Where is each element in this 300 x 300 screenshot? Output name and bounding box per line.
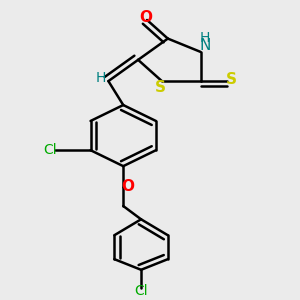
Text: N: N xyxy=(199,38,211,53)
Text: S: S xyxy=(226,72,237,87)
Text: S: S xyxy=(155,80,166,95)
Text: O: O xyxy=(121,178,134,194)
Text: O: O xyxy=(139,10,152,25)
Text: H: H xyxy=(200,31,210,44)
Text: H: H xyxy=(96,71,106,85)
Text: Cl: Cl xyxy=(44,143,57,157)
Text: Cl: Cl xyxy=(134,284,148,298)
